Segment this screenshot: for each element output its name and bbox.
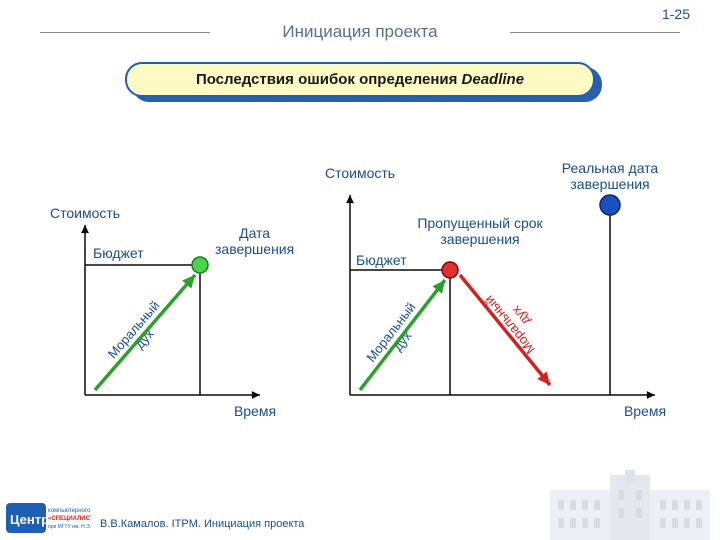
chart1-y-label: Стоимость (50, 205, 120, 221)
chart-right: МоральныйдухМоральныйдух (320, 170, 690, 430)
banner-text-em: Deadline (462, 71, 525, 88)
chart2-real-label: Реальная дата завершения (545, 160, 675, 192)
logo-icon: Центр компьютерного «СПЕЦИАЛИСТ» при МГТ… (6, 498, 91, 538)
svg-text:Моральный: Моральный (481, 293, 537, 357)
banner: Последствия ошибок определения Deadline (125, 62, 595, 97)
building-icon (540, 470, 720, 540)
svg-text:Моральный: Моральный (363, 300, 418, 365)
svg-text:Моральный: Моральный (105, 298, 163, 361)
svg-text:Центр: Центр (10, 512, 49, 527)
banner-text-main: Последствия ошибок определения (196, 71, 462, 88)
chart1-x-label: Время (230, 403, 280, 419)
chart2-y-label: Стоимость (325, 165, 395, 181)
chart2-missed-label: Пропущенный срок завершения (390, 215, 570, 247)
chart-right-svg: МоральныйдухМоральныйдух (320, 170, 690, 430)
page-number: 1-25 (662, 6, 690, 22)
svg-text:компьютерного: компьютерного (48, 508, 91, 514)
chart1-budget-label: Бюджет (93, 245, 144, 261)
chart2-x-label: Время (620, 403, 670, 419)
svg-text:при МГТУ им. Н.Э.Баумана: при МГТУ им. Н.Э.Баумана (48, 524, 91, 530)
chart1-deadline-label: Дата завершения (215, 225, 294, 257)
svg-text:«СПЕЦИАЛИСТ»: «СПЕЦИАЛИСТ» (48, 516, 91, 522)
footer-text: В.В.Камалов. ITPM. Инициация проекта (100, 518, 304, 530)
header-title: Инициация проекта (0, 22, 720, 42)
chart2-budget-label: Бюджет (356, 252, 407, 268)
